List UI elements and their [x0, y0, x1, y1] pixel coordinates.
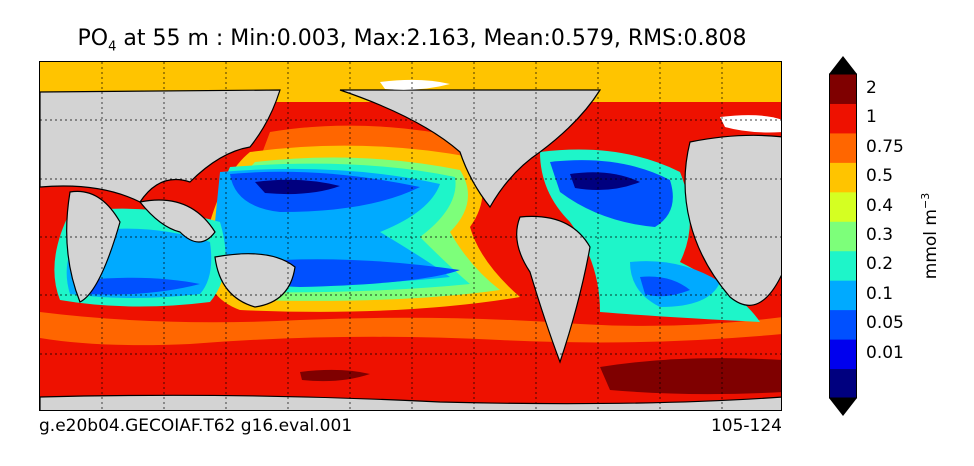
ross-dark-red: [300, 369, 370, 382]
colorbar-extend-max: [829, 56, 857, 74]
colorbar-segment: [829, 74, 857, 104]
land-australia: [214, 253, 296, 308]
colorbar-frame: [829, 73, 857, 399]
ice-patch-north-atlantic: [720, 115, 781, 133]
land-africa-east: [66, 190, 121, 303]
colorbar-segment: [829, 339, 857, 370]
land-antarctica: [40, 394, 781, 410]
colorbar-tick-label: 0.4: [866, 195, 894, 216]
land-masses: [40, 89, 781, 410]
colorbar-segment: [829, 280, 857, 311]
north-atlantic-core: [570, 172, 640, 190]
ice-patch-arctic: [380, 79, 450, 90]
colorbar-segment: [829, 132, 857, 163]
colorbar-segment: [829, 162, 857, 193]
unit-exponent: −3: [919, 192, 933, 209]
colorbar-segment: [829, 250, 857, 281]
unit-main: mmol m: [920, 209, 941, 280]
title-variable-subscript: 4: [108, 39, 117, 55]
land-southeast-asia: [138, 199, 216, 243]
plot-title: PO4 at 55 m : Min:0.003, Max:2.163, Mean…: [0, 26, 824, 54]
north-pacific-core: [255, 179, 340, 195]
indian-ocean-gyre: [85, 277, 200, 295]
title-stats: at 55 m : Min:0.003, Max:2.163, Mean:0.5…: [116, 26, 747, 51]
map-svg: [40, 62, 781, 410]
colorbar-extend-min: [829, 398, 857, 416]
sea-ice: [380, 79, 781, 133]
colorbar-tick-label: 0.75: [866, 136, 904, 157]
colorbar-tick-label: 2: [866, 77, 877, 98]
colorbar-segment: [829, 368, 857, 399]
land-north-america: [339, 89, 602, 209]
colorbar-tick-label: 1: [866, 107, 877, 128]
south-atlantic-gyre: [640, 276, 690, 297]
year-range: 105-124: [710, 416, 782, 436]
title-variable: PO: [77, 26, 109, 51]
weddell-dark-red: [600, 358, 781, 395]
colorbar-tick-label: 0.3: [866, 225, 894, 245]
colorbar-segment: [829, 309, 857, 340]
colorbar-unit-label: mmol m−3: [919, 193, 941, 279]
colorbar: [829, 56, 857, 416]
colorbar-tick-label: 0.05: [866, 313, 904, 334]
colorbar-tick-label: 0.5: [866, 166, 894, 187]
colorbar-tick-label: 0.1: [866, 283, 894, 304]
land-eurasia: [40, 89, 281, 203]
land-europe-africa: [684, 134, 781, 306]
run-identifier: g.e20b04.GECOIAF.T62 g16.eval.001: [39, 416, 353, 436]
colorbar-tick-label: 0.2: [866, 254, 894, 275]
map-grid: [40, 62, 781, 410]
colorbar-segment: [829, 103, 857, 134]
colorbar-tick-label: 0.01: [866, 342, 904, 363]
map-panel: [39, 61, 782, 411]
land-south-america: [516, 215, 591, 364]
southern-orange-band: [40, 312, 781, 346]
colorbar-segment: [829, 191, 857, 222]
colorbar-segment: [829, 221, 857, 252]
